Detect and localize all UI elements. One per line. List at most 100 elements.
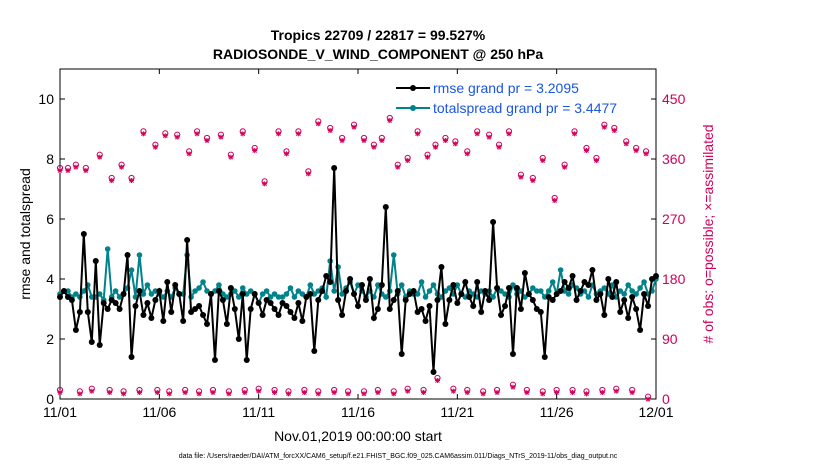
obs-count-point <box>374 386 381 395</box>
point-rmse <box>124 252 131 258</box>
obs-count-point <box>424 151 431 160</box>
obs-count-point <box>480 388 487 397</box>
point-rmse <box>402 297 409 303</box>
obs-count-point <box>315 118 322 127</box>
point-rmse <box>577 288 584 294</box>
obs-count-point <box>166 388 173 397</box>
obs-count-point <box>72 161 79 170</box>
obs-count-point <box>217 131 225 140</box>
point-rmse <box>454 300 461 306</box>
point-rmse <box>176 291 183 297</box>
point-rmse <box>57 294 63 300</box>
point-totalspread <box>585 294 592 300</box>
obs-count-markers <box>56 114 652 402</box>
x-tick-label: 11/26 <box>540 404 574 420</box>
point-rmse <box>315 297 322 303</box>
point-rmse <box>68 297 75 303</box>
point-rmse <box>120 291 127 297</box>
obs-count-point <box>390 388 397 397</box>
point-rmse <box>621 297 628 303</box>
point-rmse <box>160 318 167 324</box>
point-rmse <box>438 264 445 270</box>
point-rmse <box>541 354 548 360</box>
point-rmse <box>565 285 572 291</box>
y-right-tick-label: 0 <box>662 391 670 407</box>
y-right-tick-label: 270 <box>662 211 686 227</box>
point-rmse <box>529 297 536 303</box>
obs-count-point <box>414 128 421 137</box>
obs-count-point <box>344 388 352 397</box>
obs-count-point <box>569 386 576 395</box>
point-rmse <box>227 285 234 291</box>
point-totalspread <box>323 294 330 300</box>
obs-count-point <box>174 131 181 140</box>
point-rmse <box>331 165 338 171</box>
point-rmse <box>573 297 580 303</box>
obs-count-point <box>642 148 650 157</box>
obs-count-point <box>88 385 95 394</box>
point-totalspread <box>426 288 433 294</box>
obs-count-point <box>96 151 103 160</box>
obs-count-point <box>261 178 268 187</box>
x-tick-label: 11/16 <box>341 404 375 420</box>
point-rmse <box>593 297 600 303</box>
obs-count-point <box>227 151 234 160</box>
point-totalspread <box>557 267 564 273</box>
point-rmse <box>291 315 298 321</box>
y-left-tick-label: 6 <box>46 211 54 227</box>
point-rmse <box>633 306 640 312</box>
obs-count-point <box>241 386 248 395</box>
obs-count-point <box>331 386 338 395</box>
obs-count-point <box>285 388 292 397</box>
obs-count-point <box>474 128 481 137</box>
legend-spread-marker <box>410 105 416 111</box>
obs-count-point <box>82 164 89 173</box>
point-totalspread <box>383 294 389 300</box>
point-rmse <box>505 285 512 291</box>
y-right-tick-label: 90 <box>662 331 678 347</box>
obs-count-point <box>239 128 246 137</box>
point-totalspread <box>140 291 147 297</box>
point-rmse <box>374 306 381 312</box>
obs-count-point <box>209 386 217 395</box>
point-totalspread <box>295 288 302 294</box>
obs-count-point <box>583 388 590 397</box>
obs-count-point <box>301 386 308 395</box>
obs-count-point <box>601 121 608 130</box>
x-axis-ticks: 11/01 11/06 11/11 11/16 11/21 11/26 12/01 <box>43 69 674 420</box>
point-rmse <box>494 285 501 291</box>
point-totalspread <box>331 288 337 294</box>
point-rmse <box>247 306 254 312</box>
obs-count-point <box>493 386 501 395</box>
point-totalspread <box>259 291 266 297</box>
obs-count-point <box>561 161 568 170</box>
point-totalspread <box>545 288 552 294</box>
point-rmse <box>231 306 238 312</box>
point-totalspread <box>112 288 119 294</box>
point-totalspread <box>204 288 210 294</box>
point-rmse <box>60 288 67 294</box>
plot-area <box>59 68 657 400</box>
point-rmse <box>382 204 389 210</box>
point-totalspread <box>299 291 306 297</box>
point-totalspread <box>446 285 453 291</box>
obs-count-point <box>195 388 203 397</box>
point-rmse <box>589 267 596 273</box>
obs-count-point <box>203 134 211 143</box>
point-rmse <box>204 321 211 327</box>
point-rmse <box>351 291 358 297</box>
y-left-tick-label: 0 <box>46 391 54 407</box>
point-totalspread <box>196 285 202 291</box>
point-totalspread <box>430 282 437 288</box>
obs-count-point <box>495 141 503 150</box>
obs-count-point <box>370 141 377 150</box>
point-totalspread <box>530 285 536 291</box>
point-rmse <box>259 312 266 318</box>
point-totalspread <box>144 282 151 288</box>
point-rmse <box>430 369 437 375</box>
legend-rmse-marker <box>410 85 416 91</box>
point-rmse <box>104 306 111 312</box>
point-rmse <box>482 288 489 294</box>
point-rmse <box>390 297 397 303</box>
